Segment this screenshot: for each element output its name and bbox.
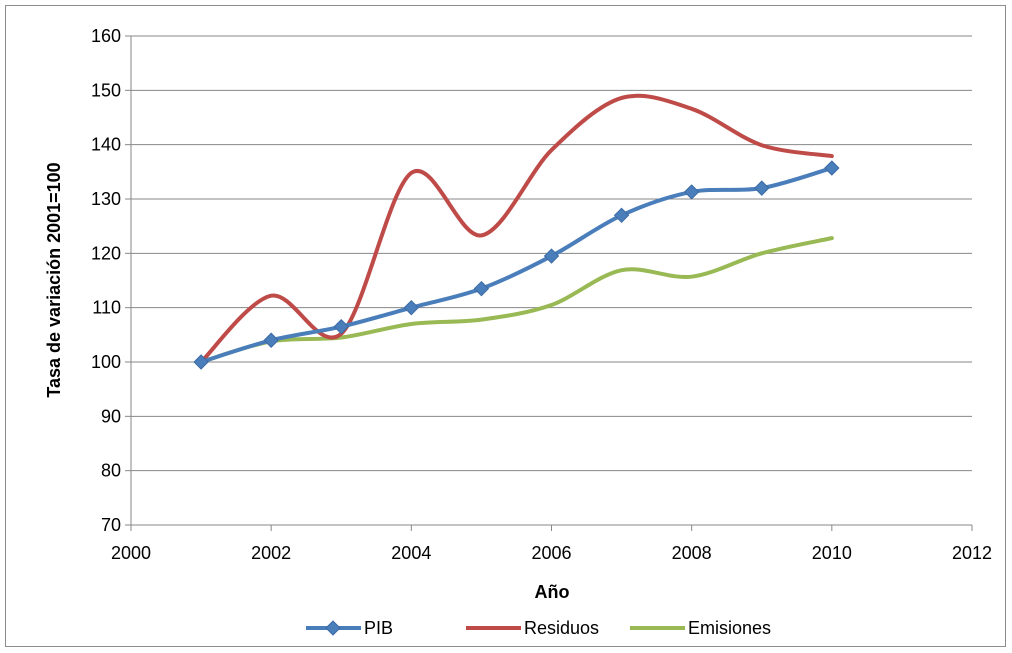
y-tick-label: 100 (91, 352, 121, 372)
axes (125, 35, 973, 531)
series-line-pib (199, 166, 834, 364)
x-tick-label: 2006 (531, 543, 571, 563)
y-tick-label: 120 (91, 243, 121, 263)
y-tick-label: 70 (101, 515, 121, 535)
data-point-pib (613, 207, 630, 224)
y-tick-label: 130 (91, 189, 121, 209)
legend-marker-pib (325, 620, 341, 636)
data-point-pib (403, 299, 420, 316)
x-tick-labels: 2000 2002 2004 2006 2008 2010 2012 (111, 543, 992, 563)
x-tick-label: 2008 (672, 543, 712, 563)
legend: PIB Residuos Emisiones (306, 618, 771, 638)
data-point-pib (263, 332, 279, 348)
x-tick-label: 2004 (391, 543, 431, 563)
y-tick-label: 80 (101, 461, 121, 481)
data-point-pib (473, 280, 490, 297)
x-tick-label: 2002 (251, 543, 291, 563)
y-axis-title: Tasa de variación 2001=100 (44, 162, 64, 397)
series-line-emisiones (199, 236, 834, 364)
series-markers (193, 160, 840, 370)
data-point-pib (543, 248, 560, 264)
data-point-pib (824, 160, 840, 176)
y-tick-label: 140 (91, 135, 121, 155)
x-axis-title: Año (535, 582, 570, 602)
y-tick-label: 160 (91, 26, 121, 46)
x-tick-label: 2000 (111, 543, 151, 563)
y-tick-labels: 70 80 90 100 110 120 130 140 150 160 (91, 26, 121, 535)
data-point-pib (193, 354, 209, 370)
chart-frame (5, 5, 1006, 647)
x-tick-label: 2012 (952, 543, 992, 563)
data-point-pib (333, 318, 349, 335)
data-point-pib (683, 184, 700, 200)
series-lines (199, 93, 834, 364)
y-tick-label: 110 (92, 298, 121, 318)
y-tick-label: 90 (101, 406, 121, 426)
legend-label-residuos: Residuos (524, 618, 599, 638)
y-tick-label: 150 (91, 80, 121, 100)
series-line-residuos (199, 93, 834, 364)
legend-label-pib: PIB (364, 618, 393, 638)
grid-lines (131, 35, 972, 472)
x-tick-label: 2010 (812, 543, 852, 563)
legend-label-emisiones: Emisiones (688, 618, 771, 638)
data-point-pib (754, 180, 770, 196)
